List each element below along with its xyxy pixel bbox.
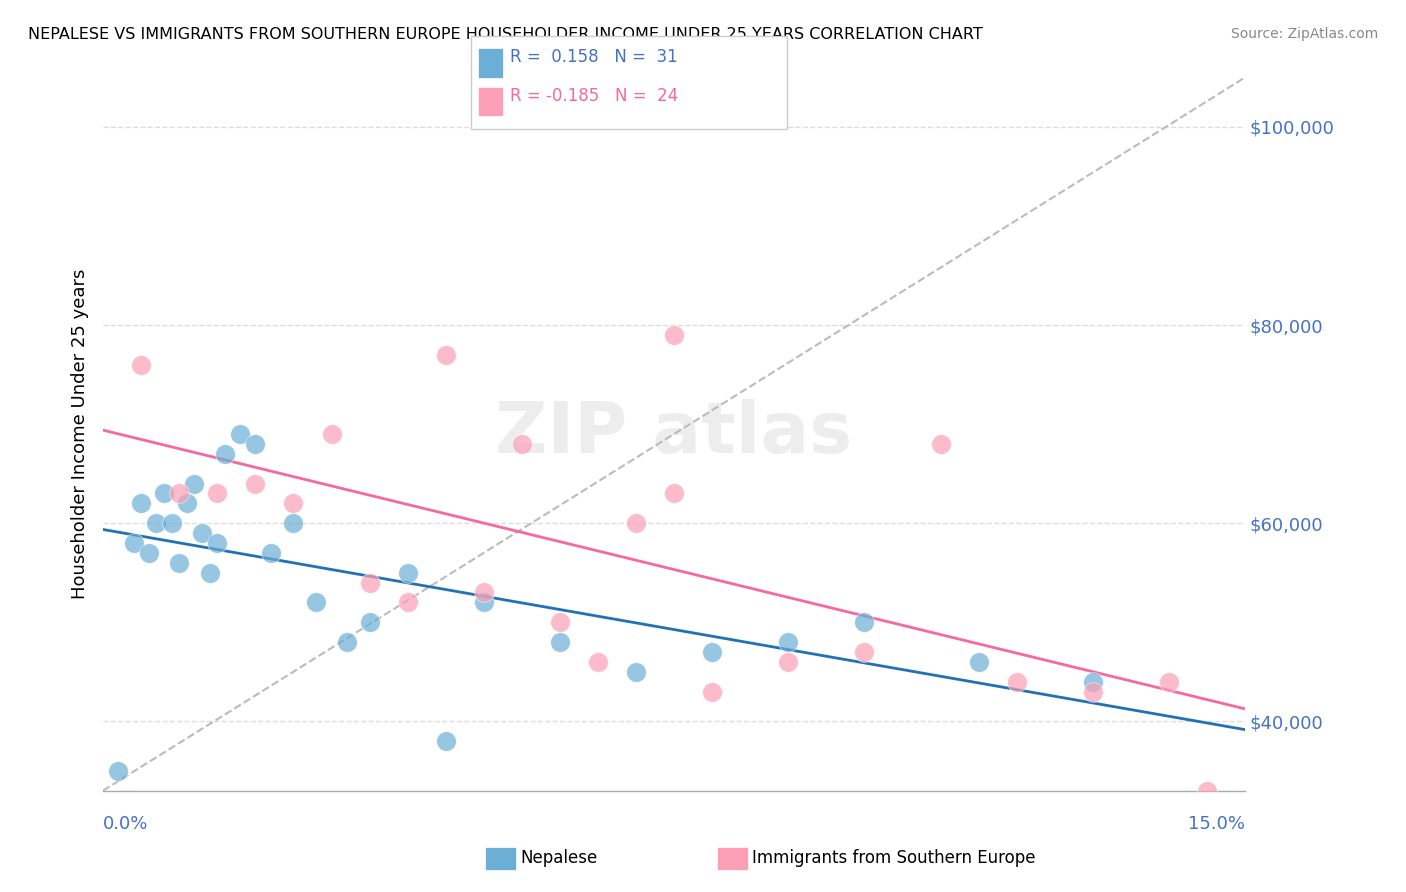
Point [167,486,190,500]
Point [1195,783,1218,797]
Point [853,615,876,630]
Text: Immigrants from Southern Europe: Immigrants from Southern Europe [752,849,1036,867]
Point [191,526,214,541]
Point [283,496,305,510]
Point [122,536,145,550]
Point [214,447,236,461]
Point [434,734,457,748]
Text: NEPALESE VS IMMIGRANTS FROM SOUTHERN EUROPE HOUSEHOLDER INCOME UNDER 25 YEARS CO: NEPALESE VS IMMIGRANTS FROM SOUTHERN EUR… [28,27,983,42]
Point [624,665,647,679]
Point [510,437,533,451]
Point [396,595,419,609]
Point [176,496,198,510]
Point [702,684,724,698]
Point [129,358,152,372]
Point [145,516,167,530]
Point [167,556,190,570]
Point [548,615,571,630]
Point [321,427,343,442]
Point [283,516,305,530]
Point [245,476,267,491]
Point [229,427,252,442]
Text: Nepalese: Nepalese [520,849,598,867]
Point [207,486,229,500]
Point [1081,674,1104,689]
Point [586,655,609,669]
Point [472,595,495,609]
Point [929,437,952,451]
Point [129,496,152,510]
Point [305,595,328,609]
Point [434,348,457,362]
Y-axis label: Householder Income Under 25 years: Householder Income Under 25 years [72,268,89,599]
Point [548,635,571,649]
Point [778,655,800,669]
Point [624,516,647,530]
Point [207,536,229,550]
Point [107,764,129,778]
Point [359,615,381,630]
Point [1005,674,1028,689]
Point [336,635,359,649]
Point [396,566,419,580]
Point [198,566,221,580]
Text: 0.0%: 0.0% [103,815,149,833]
Text: ZIP atlas: ZIP atlas [495,400,852,468]
Point [778,635,800,649]
Point [853,645,876,659]
Point [259,546,281,560]
Point [1081,684,1104,698]
Text: 15.0%: 15.0% [1188,815,1246,833]
Point [245,437,267,451]
Point [662,486,685,500]
Point [662,328,685,343]
Text: R =  0.158   N =  31: R = 0.158 N = 31 [510,48,678,66]
Point [138,546,160,560]
Point [702,645,724,659]
Point [160,516,183,530]
Point [472,585,495,599]
Text: Source: ZipAtlas.com: Source: ZipAtlas.com [1230,27,1378,41]
Point [1157,674,1180,689]
Point [967,655,990,669]
Point [359,575,381,590]
Point [183,476,205,491]
Text: R = -0.185   N =  24: R = -0.185 N = 24 [510,87,679,104]
Point [153,486,176,500]
